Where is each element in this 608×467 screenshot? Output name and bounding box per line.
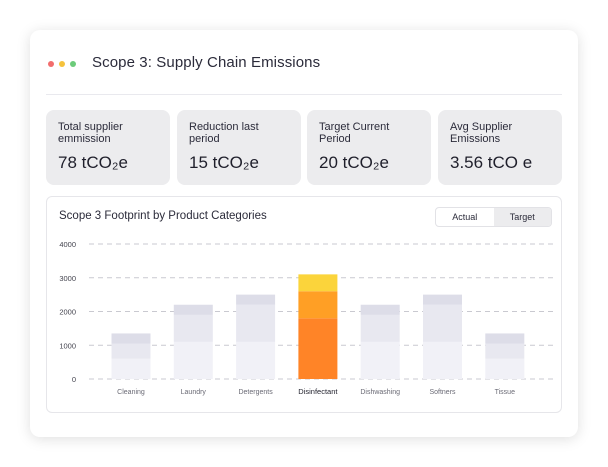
x-tick-label: Dishwashing xyxy=(360,389,400,396)
bar-segment xyxy=(423,294,462,305)
page-title: Scope 3: Supply Chain Emissions xyxy=(92,54,321,71)
toggle-actual[interactable]: Actual xyxy=(452,212,478,222)
bar-segment xyxy=(298,318,338,379)
bar-segment xyxy=(423,304,462,342)
x-tick-label: Detergents xyxy=(238,389,273,396)
stat-value: 20 tCO₂e xyxy=(319,153,389,172)
bar-segment xyxy=(111,333,151,344)
y-tick-label: 3000 xyxy=(59,274,76,283)
bar-segment xyxy=(236,304,276,342)
bar-segment xyxy=(360,341,400,379)
minimize-dot[interactable] xyxy=(59,61,65,67)
toggle-target[interactable]: Target xyxy=(493,208,551,226)
bar-segment xyxy=(298,274,338,292)
bar-segment xyxy=(236,341,276,379)
stat-value: 3.56 tCO e xyxy=(450,153,533,172)
bar-segment xyxy=(173,341,213,379)
x-tick-label: Laundry xyxy=(181,389,207,396)
x-tick-label: Disinfectant xyxy=(298,387,338,396)
stat-card-reduction: Reduction last period 15 tCO₂e xyxy=(177,110,301,185)
bar-segment xyxy=(236,294,276,305)
y-tick-label: 1000 xyxy=(59,341,76,350)
stat-card-target: Target Current Period 20 tCO₂e xyxy=(307,110,431,185)
y-tick-label: 0 xyxy=(72,375,76,384)
bar-segment xyxy=(485,358,525,379)
chart-panel: Scope 3 Footprint by Product Categories … xyxy=(46,196,562,413)
stat-label: Reduction last period xyxy=(189,121,259,145)
bar-segment xyxy=(360,304,400,315)
stat-label: Avg Supplier Emissions xyxy=(450,121,513,145)
bar-segment xyxy=(423,341,462,379)
x-tick-label: Softners xyxy=(429,389,456,396)
bar-segment xyxy=(485,343,525,359)
maximize-dot[interactable] xyxy=(70,61,76,67)
window-controls xyxy=(48,61,76,67)
bar-segment xyxy=(111,343,151,359)
emissions-card: Scope 3: Supply Chain Emissions Total su… xyxy=(30,30,578,437)
footprint-bar-chart: 0 1000 2000 3000 4000 Cleaning Laundry Detergen… xyxy=(59,240,553,396)
stat-value: 78 tCO₂e xyxy=(58,153,128,172)
bar-segment xyxy=(360,314,400,342)
bar-segment xyxy=(173,314,213,342)
bar-segment xyxy=(298,291,338,319)
close-dot[interactable] xyxy=(48,61,54,67)
stat-card-avg-supplier: Avg Supplier Emissions 3.56 tCO e xyxy=(438,110,562,185)
chart-title: Scope 3 Footprint by Product Categories xyxy=(59,210,267,222)
stat-label: Target Current Period xyxy=(319,121,390,145)
y-tick-label: 4000 xyxy=(59,240,76,249)
header-divider xyxy=(46,94,562,95)
stat-value: 15 tCO₂e xyxy=(189,153,259,172)
y-tick-label: 2000 xyxy=(59,308,76,317)
actual-target-toggle: Actual Target xyxy=(435,207,552,227)
x-tick-label: Cleaning xyxy=(117,389,145,396)
stat-label: Total supplier emmission xyxy=(58,121,123,145)
x-tick-label: Tissue xyxy=(495,389,515,396)
bar-segment xyxy=(485,333,525,344)
bar-segment xyxy=(173,304,213,315)
bar-segment xyxy=(111,358,151,379)
stat-card-total-supplier: Total supplier emmission 78 tCO₂e xyxy=(46,110,170,185)
